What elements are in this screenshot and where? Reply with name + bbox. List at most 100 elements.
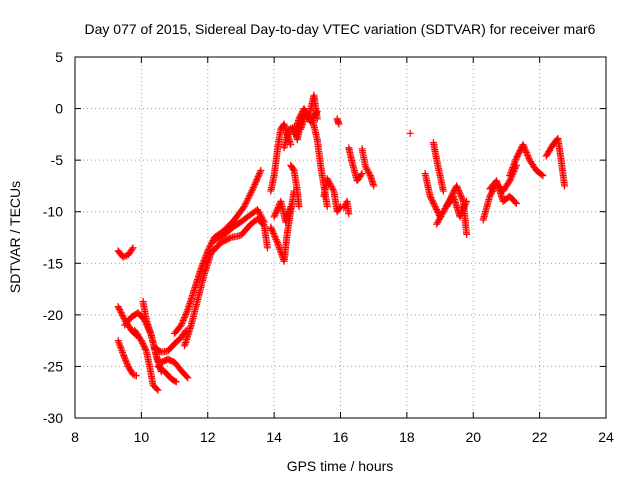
data-point [269,229,277,237]
data-point [271,210,279,218]
data-point [271,232,279,240]
data-point [520,144,528,152]
data-point [119,312,127,320]
data-point [117,345,125,353]
data-point [270,231,278,239]
data-point [456,213,464,221]
data-point [183,307,191,315]
data-point [453,183,461,191]
y-tick-label: 5 [55,49,63,65]
data-point [506,172,514,180]
data-point [273,207,281,215]
data-point [171,377,179,385]
data-point [519,141,527,149]
data-point [182,310,190,318]
data-point [137,337,145,345]
data-point [120,353,128,361]
data-point [206,242,214,250]
data-point [179,317,187,325]
data-point [454,185,462,193]
data-point [258,213,266,221]
data-point [432,204,440,212]
y-tick-label: 0 [55,101,63,117]
data-point [252,177,260,185]
data-point [119,348,126,356]
data-point [523,150,531,158]
data-point [433,206,441,214]
data-point [366,170,374,178]
data-point [252,179,260,187]
chart-title: Day 077 of 2015, Sidereal Day-to-day VTE… [85,21,596,37]
data-point [226,234,234,242]
data-point [139,340,147,348]
data-point [119,350,127,358]
data-point [439,209,447,217]
data-point [513,153,521,161]
data-point [459,196,467,204]
data-point [270,213,278,221]
data-point [525,155,533,163]
data-point [116,342,124,350]
data-point [358,170,366,178]
axis-ticks [74,56,607,419]
data-point [269,228,277,236]
data-point [462,199,470,207]
data-point [514,151,522,159]
data-point [241,201,249,209]
data-point [361,162,369,170]
data-point [250,182,258,190]
data-markers [114,91,569,394]
data-point [363,165,371,173]
data-point [370,182,378,190]
data-point [153,385,161,393]
data-point [117,343,125,351]
x-tick-label: 24 [598,429,614,445]
data-point [273,239,281,247]
data-point [116,307,124,315]
data-point [246,191,254,199]
data-point [327,181,335,189]
data-point [177,321,185,329]
data-point [249,185,257,193]
data-point [515,150,523,158]
data-point [461,202,469,210]
data-point [323,203,331,211]
data-point [245,193,253,201]
data-point [259,215,267,223]
data-point [180,315,188,323]
data-point [561,182,569,190]
data-point [272,236,280,244]
data-point [116,306,124,314]
data-point [244,195,252,203]
data-point [240,203,248,211]
data-point [142,345,150,353]
data-point [436,214,444,222]
data-point [539,172,547,180]
data-point [296,112,304,120]
data-point [429,198,437,206]
data-point [122,358,130,366]
data-point [434,217,442,225]
x-tick-label: 14 [266,429,282,445]
data-point [461,200,469,208]
y-tick-label: -5 [51,152,64,168]
data-point [260,218,268,226]
data-point [459,205,467,213]
y-axis-label: SDTVAR / TECUs [7,181,23,293]
data-point [509,162,517,170]
data-point [114,337,122,345]
data-point [439,208,447,216]
data-point [128,245,136,253]
data-point [434,208,442,216]
data-point [118,310,126,318]
data-point [246,190,254,198]
x-tick-label: 10 [134,429,150,445]
data-point [329,186,337,194]
x-tick-label: 18 [399,429,415,445]
data-point [515,148,523,156]
data-point [183,373,191,381]
data-point [508,167,516,175]
data-point [271,211,279,219]
data-point [251,180,259,188]
data-point [257,212,265,220]
